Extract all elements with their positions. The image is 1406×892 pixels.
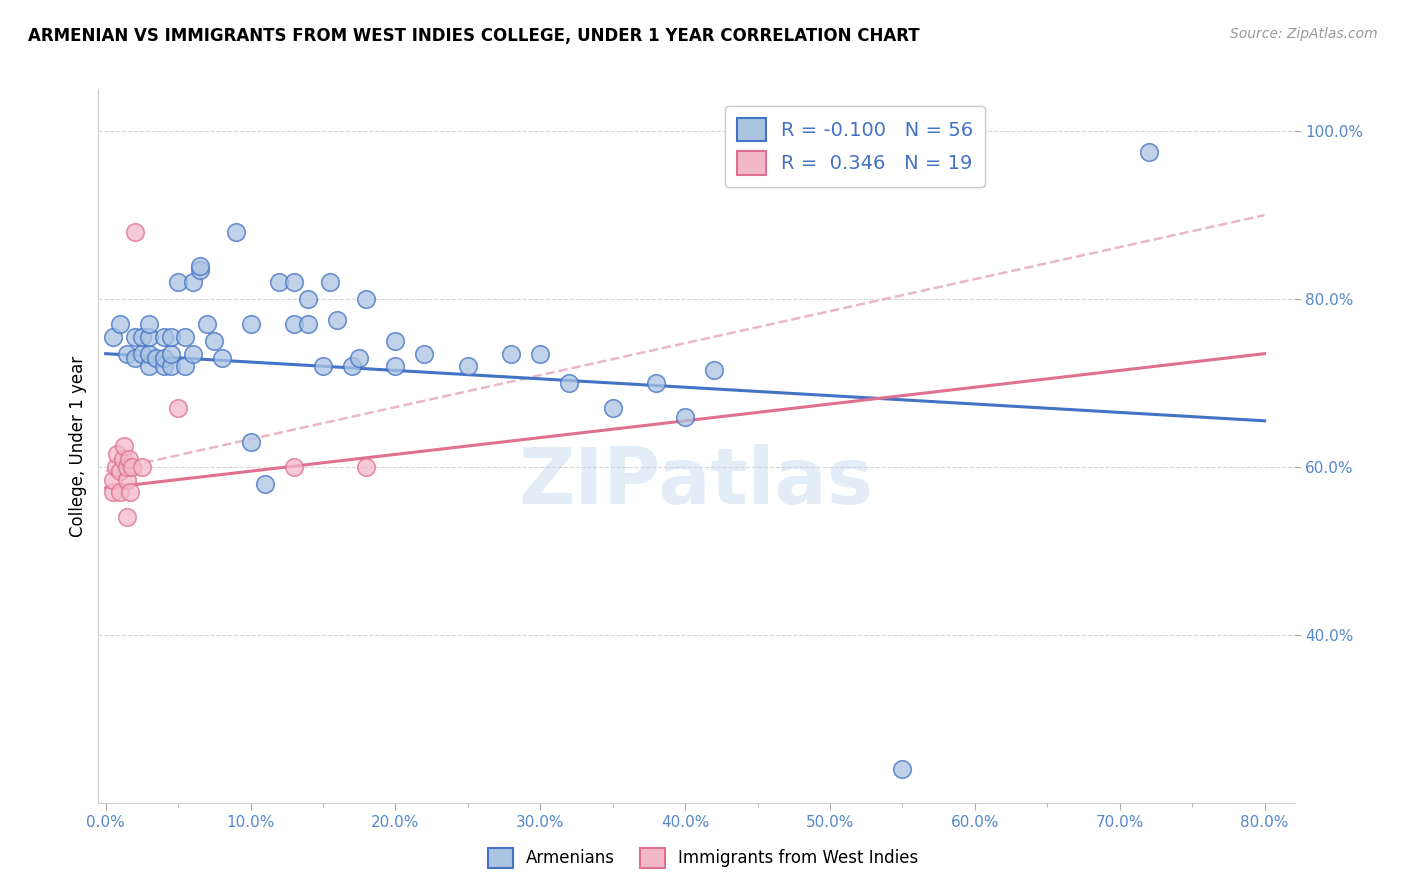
Point (124, 225, 146, 239)
Point (673, 409, 696, 424)
Point (138, 318, 160, 332)
Point (239, 318, 262, 332)
Point (104, 460, 127, 475)
Point (283, 460, 305, 475)
Point (131, 346, 153, 360)
Point (195, 318, 218, 332)
Point (138, 346, 160, 360)
Point (645, 376, 668, 390)
Point (225, 225, 247, 239)
Point (558, 376, 581, 390)
Point (121, 460, 143, 475)
Point (384, 334, 406, 348)
Point (457, 359, 479, 374)
Point (891, 762, 914, 776)
Point (529, 346, 551, 360)
Point (131, 460, 153, 475)
Point (283, 275, 305, 289)
Point (138, 330, 160, 344)
Point (145, 351, 167, 365)
Point (269, 275, 291, 289)
Point (108, 318, 131, 332)
Point (239, 434, 262, 449)
Point (108, 464, 131, 478)
Point (120, 485, 142, 500)
Point (118, 451, 141, 466)
Point (117, 346, 139, 360)
Point (413, 346, 436, 360)
Point (152, 351, 174, 365)
Text: ZIPatlas: ZIPatlas (519, 443, 873, 520)
Point (297, 292, 319, 306)
Legend: R = -0.100   N = 56, R =  0.346   N = 19: R = -0.100 N = 56, R = 0.346 N = 19 (725, 106, 986, 186)
Point (188, 262, 211, 277)
Point (105, 447, 128, 461)
Point (297, 318, 319, 332)
Point (117, 460, 139, 475)
Text: ARMENIAN VS IMMIGRANTS FROM WEST INDIES COLLEGE, UNDER 1 YEAR CORRELATION CHART: ARMENIAN VS IMMIGRANTS FROM WEST INDIES … (28, 27, 920, 45)
Point (101, 330, 124, 344)
Y-axis label: College, Under 1 year: College, Under 1 year (69, 355, 87, 537)
Point (211, 351, 233, 365)
Point (117, 510, 139, 524)
Point (188, 259, 211, 273)
Point (181, 346, 204, 360)
Point (253, 476, 276, 491)
Point (131, 330, 153, 344)
Point (138, 359, 160, 374)
Point (340, 359, 363, 374)
Point (501, 346, 523, 360)
Point (160, 346, 183, 360)
Point (152, 330, 174, 344)
Point (108, 485, 131, 500)
Point (319, 275, 342, 289)
Point (356, 292, 378, 306)
Point (202, 334, 225, 348)
Point (174, 330, 197, 344)
Point (384, 359, 406, 374)
Point (326, 313, 349, 327)
Point (283, 318, 305, 332)
Point (117, 473, 139, 487)
Point (101, 485, 124, 500)
Legend: Armenians, Immigrants from West Indies: Armenians, Immigrants from West Indies (481, 841, 925, 875)
Point (124, 351, 146, 365)
Point (124, 330, 146, 344)
Point (152, 359, 174, 374)
Point (356, 460, 378, 475)
Point (167, 275, 190, 289)
Point (101, 473, 124, 487)
Point (602, 401, 624, 416)
Point (1137, 145, 1160, 160)
Text: Source: ZipAtlas.com: Source: ZipAtlas.com (1230, 27, 1378, 41)
Point (160, 359, 183, 374)
Point (160, 330, 183, 344)
Point (112, 451, 135, 466)
Point (312, 359, 335, 374)
Point (347, 351, 370, 365)
Point (181, 275, 204, 289)
Point (167, 401, 190, 416)
Point (703, 363, 725, 377)
Point (174, 359, 197, 374)
Point (114, 439, 136, 453)
